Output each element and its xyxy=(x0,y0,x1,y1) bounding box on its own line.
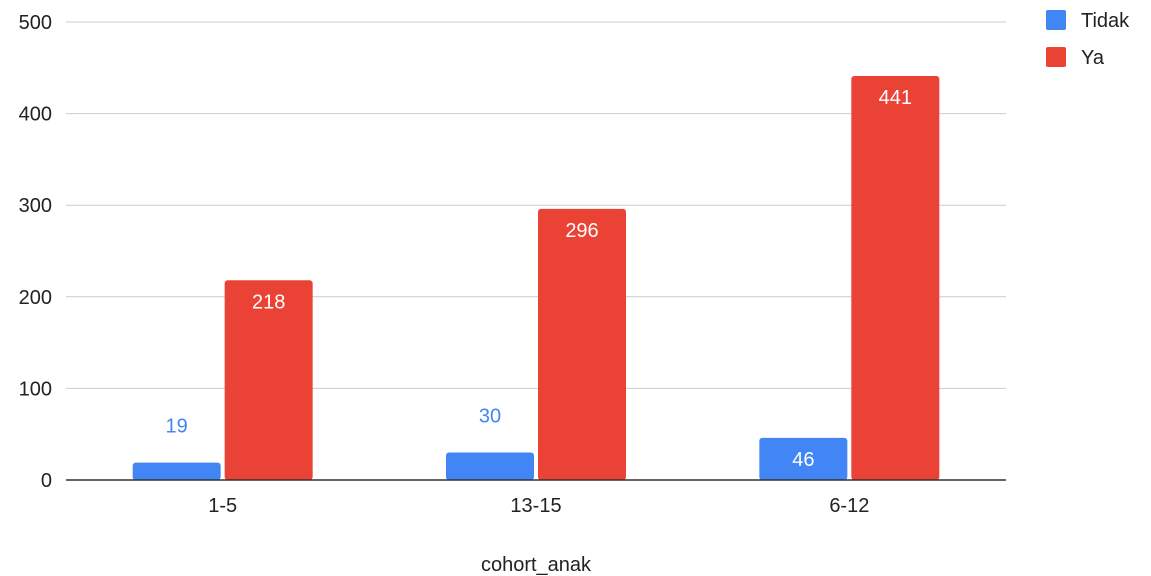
bar-tidak-6-12 xyxy=(759,437,848,480)
legend-label-tidak: Tidak xyxy=(1081,10,1130,32)
data-label: 30 xyxy=(479,406,501,428)
y-tick-label: 300 xyxy=(19,195,52,217)
bar-ya-1-5 xyxy=(224,280,313,480)
y-tick-label: 100 xyxy=(19,378,52,400)
data-label: 46 xyxy=(792,449,814,471)
x-axis-ticks: 1-5 13-15 6-12 xyxy=(208,495,869,517)
data-labels: 19 218 30 296 46 441 xyxy=(166,87,912,471)
x-tick-label: 13-15 xyxy=(510,495,561,517)
data-label: 19 xyxy=(166,416,188,438)
bar-tidak-1-5 xyxy=(132,462,221,480)
y-tick-label: 400 xyxy=(19,104,52,126)
bar-tidak-13-15 xyxy=(446,452,534,480)
gridlines xyxy=(66,21,1006,389)
data-label: 296 xyxy=(565,220,598,242)
legend: Tidak Ya xyxy=(1046,10,1130,69)
x-tick-label: 6-12 xyxy=(829,495,869,517)
data-label: 441 xyxy=(879,87,912,109)
bar-ya-13-15 xyxy=(538,208,626,480)
y-axis-ticks: 0 100 200 300 400 500 xyxy=(19,12,52,492)
legend-swatch-ya xyxy=(1046,47,1066,67)
y-tick-label: 500 xyxy=(19,12,52,34)
x-axis-title: cohort_anak xyxy=(481,554,592,576)
y-tick-label: 200 xyxy=(19,287,52,309)
legend-swatch-tidak xyxy=(1046,10,1066,30)
y-tick-label: 0 xyxy=(41,470,52,492)
bar-ya-6-12 xyxy=(851,76,940,480)
data-label: 218 xyxy=(252,291,285,313)
x-tick-label: 1-5 xyxy=(208,495,237,517)
bars xyxy=(132,76,940,480)
legend-label-ya: Ya xyxy=(1081,47,1105,69)
